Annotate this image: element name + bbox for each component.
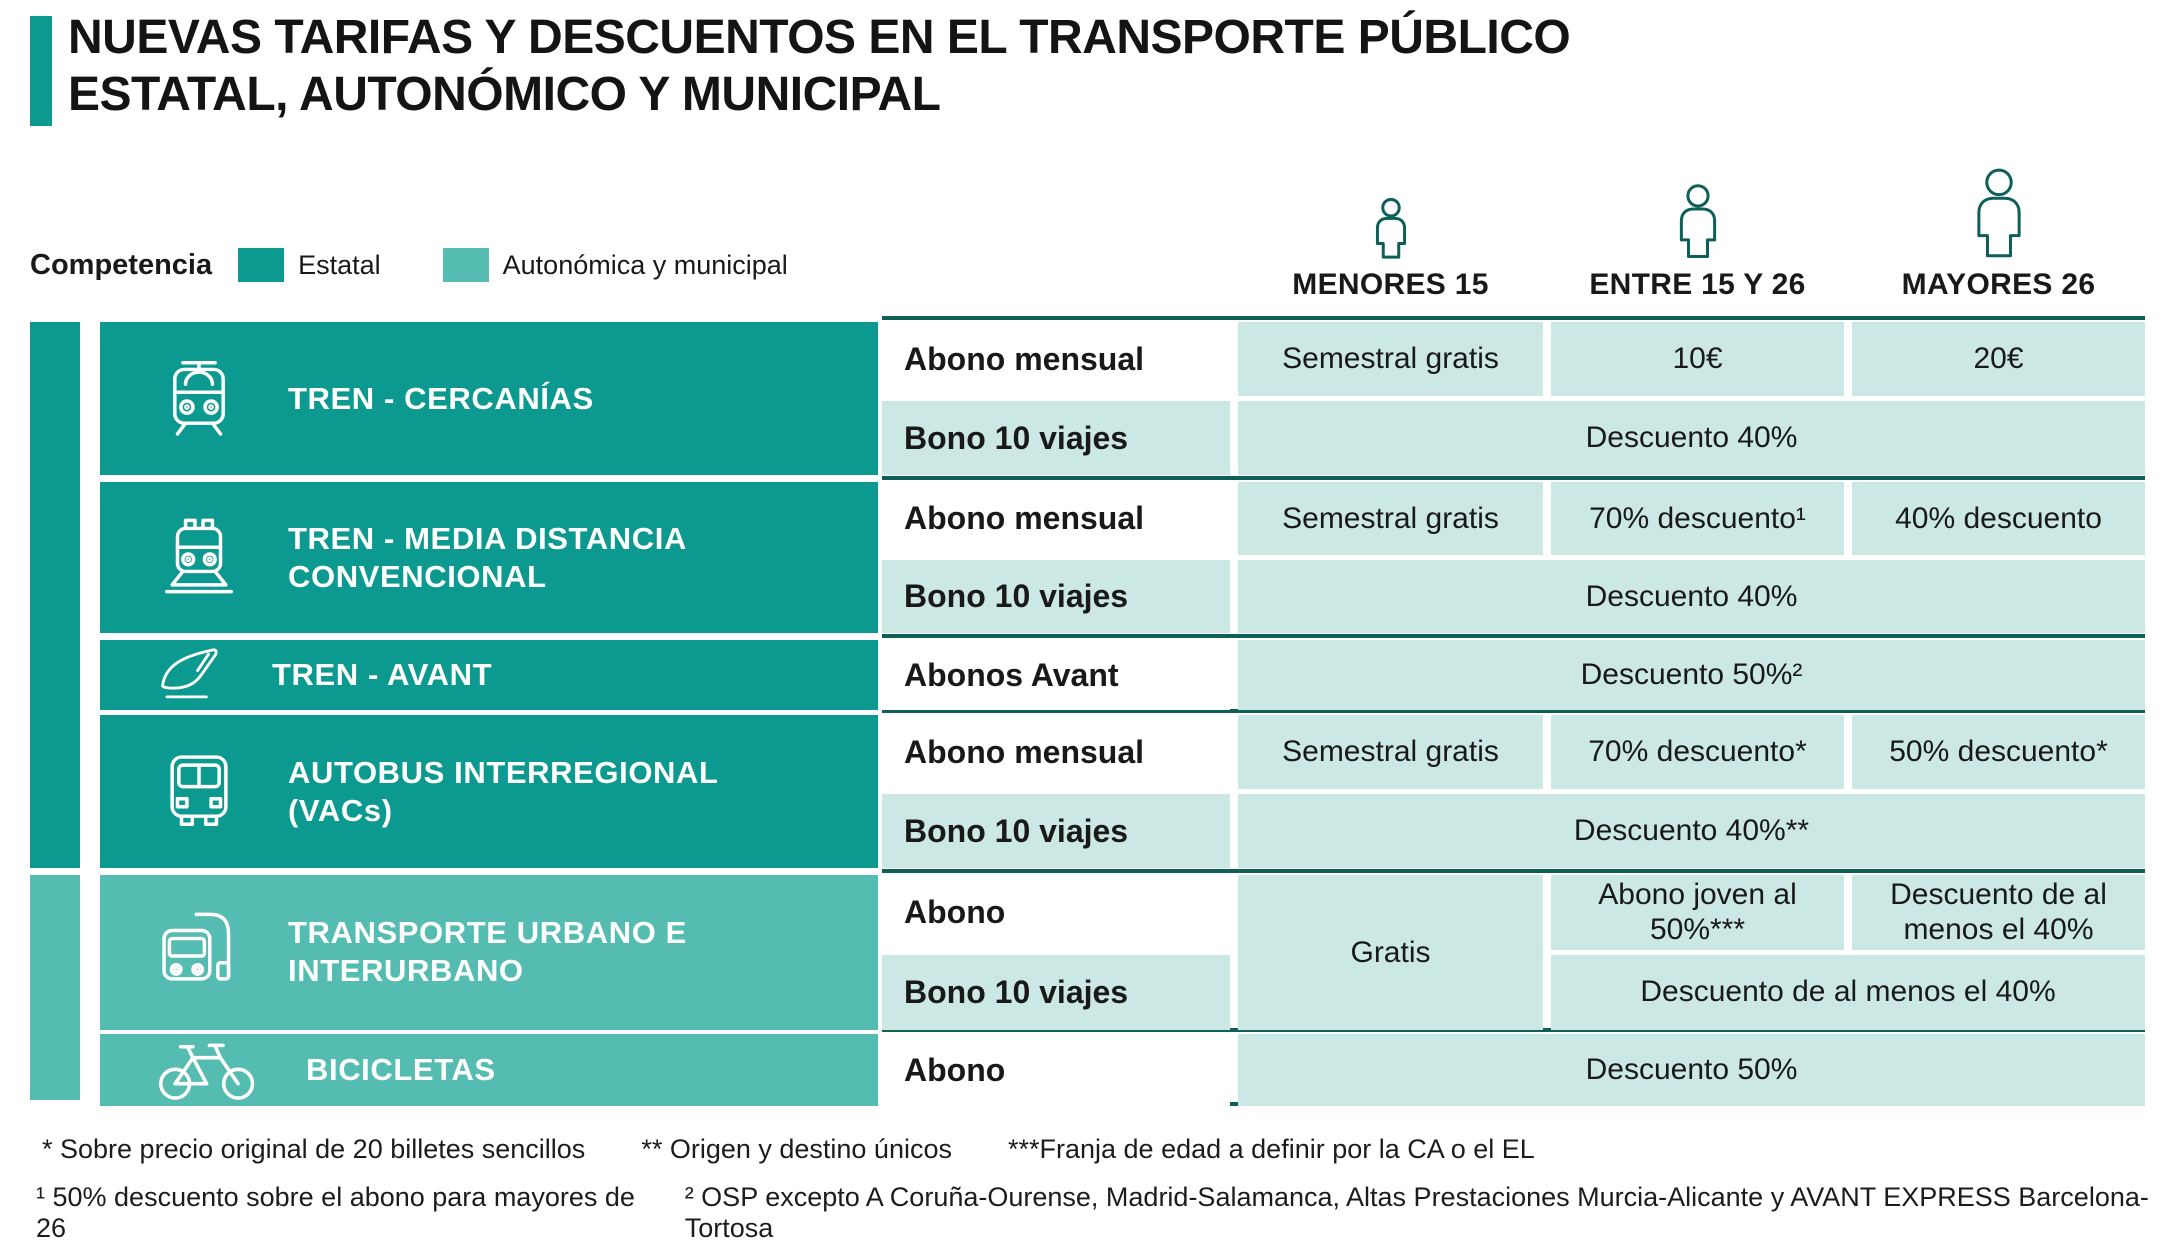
train-media-distancia-icon xyxy=(165,518,233,593)
ticket-type-label: Bono 10 viajes xyxy=(882,954,1230,1030)
person-medium-icon xyxy=(1670,184,1726,260)
age-column-label: MENORES 15 xyxy=(1292,268,1489,301)
row-header-tren-media-distancia: TREN - MEDIA DISTANCIA CONVENCIONAL xyxy=(100,482,878,633)
row-name: TREN - AVANT xyxy=(272,657,493,693)
row-header-transporte-urbano: TRANSPORTE URBANO E INTERURBANO xyxy=(100,875,878,1030)
row-name: TREN - MEDIA DISTANCIA CONVENCIONAL xyxy=(288,520,686,594)
page-title-line1: NUEVAS TARIFAS Y DESCUENTOS EN EL TRANSP… xyxy=(68,11,1571,64)
ticket-type-label: Abonos Avant xyxy=(882,640,1230,710)
cell-value: Descuento de al menos el 40% xyxy=(1852,875,2145,950)
bus-interregional-icon xyxy=(170,754,228,826)
cell-value-merged: Descuento 40%** xyxy=(1238,794,2145,868)
legend-item-autonomica: Autonómica y municipal xyxy=(442,248,788,282)
cell-value: 50% descuento* xyxy=(1852,715,2145,789)
cell-value: Semestral gratis xyxy=(1238,715,1543,789)
row-group-autobus-interregional: AUTOBUS INTERREGIONAL (VACs) Abono mensu… xyxy=(30,715,2145,868)
cell-value-merged: Descuento 50%² xyxy=(1238,640,2145,710)
person-large-icon xyxy=(1965,168,2033,260)
legend-item-estatal: Estatal xyxy=(238,248,381,282)
train-cercanias-icon xyxy=(173,360,225,436)
cell-value: 20€ xyxy=(1852,322,2145,396)
row-group-tren-cercanias: TREN - CERCANÍAS Abono mensual Semestral… xyxy=(30,322,2145,475)
footnote-asterisk: * Sobre precio original de 20 billetes s… xyxy=(42,1134,586,1164)
cell-value: 10€ xyxy=(1551,322,1844,396)
row-header-autobus-interregional: AUTOBUS INTERREGIONAL (VACs) xyxy=(100,715,878,868)
row-group-transporte-urbano: TRANSPORTE URBANO E INTERURBANO Abono Gr… xyxy=(30,875,2145,1030)
ticket-type-label: Abono xyxy=(882,1034,1230,1106)
ticket-type-label: Abono mensual xyxy=(882,482,1230,555)
ticket-type-label: Bono 10 viajes xyxy=(882,560,1230,633)
ticket-type-label: Abono mensual xyxy=(882,715,1230,789)
cell-value-merged-rows: Gratis xyxy=(1238,875,1543,1030)
tariff-table: TREN - CERCANÍAS Abono mensual Semestral… xyxy=(30,316,2145,1106)
age-column-menores-15: MENORES 15 xyxy=(1238,130,1543,302)
row-header-bicicletas: BICICLETAS xyxy=(100,1034,878,1106)
group-divider xyxy=(30,708,2145,715)
group-divider xyxy=(30,633,2145,640)
group-divider xyxy=(30,1027,2145,1034)
footnotes-line2: ¹ 50% descuento sobre el abono para mayo… xyxy=(36,1182,2160,1244)
age-column-label: ENTRE 15 Y 26 xyxy=(1589,268,1806,301)
page-title: NUEVAS TARIFAS Y DESCUENTOS EN EL TRANSP… xyxy=(68,10,2048,123)
legend-title: Competencia xyxy=(30,248,213,281)
ticket-type-label: Bono 10 viajes xyxy=(882,794,1230,868)
row-cells: Abonos Avant Descuento 50%² xyxy=(882,640,2145,710)
cell-value: Semestral gratis xyxy=(1238,482,1543,555)
cell-value: 70% descuento* xyxy=(1551,715,1844,789)
footnote-2: ² OSP excepto A Coruña-Ourense, Madrid-S… xyxy=(684,1182,2149,1243)
legend: Competencia Estatal Autonómica y municip… xyxy=(30,248,850,282)
row-name: BICICLETAS xyxy=(306,1052,496,1088)
page-title-line2: ESTATAL, AUTONÓMICO Y MUNICIPAL xyxy=(68,67,941,121)
row-name: AUTOBUS INTERREGIONAL (VACs) xyxy=(288,754,718,828)
row-cells: Abono mensual Semestral gratis 70% descu… xyxy=(882,715,2145,868)
cell-value: Abono joven al 50%*** xyxy=(1551,875,1844,950)
cell-value: Semestral gratis xyxy=(1238,322,1543,396)
row-cells: Abono Gratis Abono joven al 50%*** Descu… xyxy=(882,875,2145,1030)
row-cells: Abono mensual Semestral gratis 70% descu… xyxy=(882,482,2145,633)
footnote-triple-asterisk: ***Franja de edad a definir por la CA o … xyxy=(1007,1134,1535,1164)
row-group-bicicletas: BICICLETAS Abono Descuento 50% xyxy=(30,1034,2145,1106)
cell-value: 40% descuento xyxy=(1852,482,2145,555)
footnotes-line1: * Sobre precio original de 20 billetes s… xyxy=(42,1134,1535,1165)
cell-value-merged: Descuento de al menos el 40% xyxy=(1551,954,2145,1030)
estatal-label: Estatal xyxy=(298,249,381,280)
cell-value-merged: Descuento 40% xyxy=(1238,560,2145,633)
cell-value-merged: Descuento 40% xyxy=(1238,401,2145,475)
footnote-1: ¹ 50% descuento sobre el abono para mayo… xyxy=(36,1182,635,1243)
bus-urbano-icon xyxy=(162,912,231,981)
estatal-color-swatch xyxy=(238,248,285,282)
age-column-label: MAYORES 26 xyxy=(1901,268,2096,301)
footnote-double-asterisk: ** Origen y destino únicos xyxy=(641,1134,952,1164)
bicycle-icon xyxy=(159,1043,255,1100)
age-column-entre-15-26: ENTRE 15 Y 26 xyxy=(1551,130,1844,302)
ticket-type-label: Bono 10 viajes xyxy=(882,401,1230,475)
table-top-rule xyxy=(882,316,2145,320)
row-group-tren-media-distancia: TREN - MEDIA DISTANCIA CONVENCIONAL Abon… xyxy=(30,482,2145,633)
ticket-type-label: Abono mensual xyxy=(882,322,1230,396)
cell-value: 70% descuento¹ xyxy=(1551,482,1844,555)
row-name: TRANSPORTE URBANO E INTERURBANO xyxy=(288,915,687,989)
row-header-tren-avant: TREN - AVANT xyxy=(100,640,878,710)
row-cells: Abono Descuento 50% xyxy=(882,1034,2145,1106)
cell-value-merged: Descuento 50% xyxy=(1238,1034,2145,1106)
autonomica-label: Autonómica y municipal xyxy=(502,249,788,280)
autonomica-competencia-strip xyxy=(30,875,80,1100)
row-name: TREN - CERCANÍAS xyxy=(288,380,594,416)
row-cells: Abono mensual Semestral gratis 10€ 20€ B… xyxy=(882,322,2145,475)
ticket-type-label: Abono xyxy=(882,875,1230,950)
estatal-competencia-strip xyxy=(30,322,80,868)
row-header-tren-cercanias: TREN - CERCANÍAS xyxy=(100,322,878,475)
group-divider xyxy=(30,868,2145,875)
age-column-mayores-26: MAYORES 26 xyxy=(1852,130,2145,302)
row-group-tren-avant: TREN - AVANT Abonos Avant Descuento 50%² xyxy=(30,640,2145,710)
person-small-icon xyxy=(1368,198,1414,260)
group-divider xyxy=(30,475,2145,482)
train-avant-icon xyxy=(161,648,218,699)
title-accent-bar xyxy=(30,16,52,126)
autonomica-color-swatch xyxy=(442,248,489,282)
